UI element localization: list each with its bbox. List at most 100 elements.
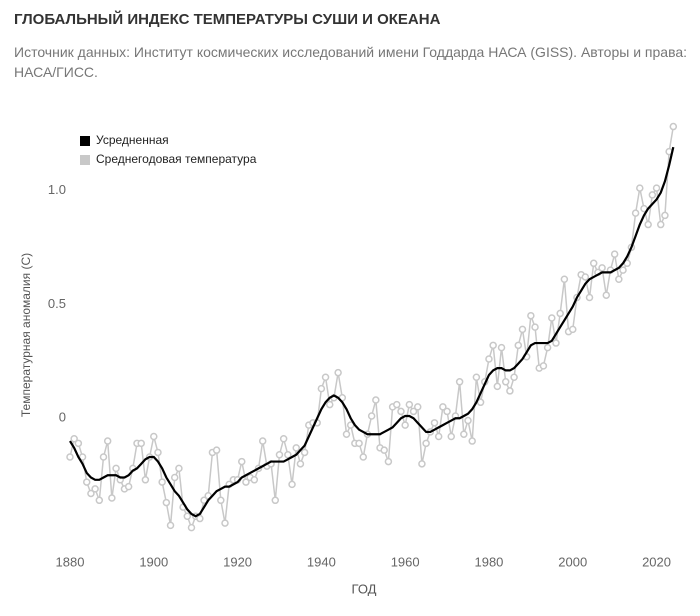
- data-point: [359, 453, 368, 461]
- data-point: [212, 446, 221, 454]
- data-point: [242, 478, 250, 486]
- data-point: [321, 373, 330, 381]
- x-tick-label: 1980: [474, 554, 503, 569]
- data-point: [296, 460, 305, 468]
- data-point: [631, 209, 640, 217]
- data-point: [418, 460, 426, 468]
- data-point: [334, 368, 342, 377]
- data-point: [279, 435, 288, 443]
- data-point: [460, 430, 468, 438]
- data-point: [99, 453, 108, 461]
- data-point: [556, 309, 564, 318]
- chart-subtitle: Источник данных: Институт космических ис…: [14, 44, 688, 80]
- data-point: [217, 496, 225, 505]
- y-tick-label: 0.5: [48, 296, 66, 311]
- data-point: [531, 323, 539, 331]
- data-point: [158, 478, 166, 486]
- data-point: [221, 519, 229, 527]
- data-point: [598, 264, 606, 272]
- data-point: [409, 407, 418, 416]
- chart-title: ГЛОБАЛЬНЫЙ ИНДЕКС ТЕМПЕРАТУРЫ СУШИ И ОКЕ…: [14, 10, 441, 28]
- data-point: [162, 498, 171, 507]
- data-point: [271, 496, 280, 505]
- data-point: [325, 400, 334, 409]
- data-point: [430, 419, 439, 427]
- x-tick-label: 1960: [391, 554, 420, 569]
- data-point: [548, 314, 556, 322]
- data-point: [393, 400, 401, 409]
- data-point: [493, 382, 502, 391]
- data-point: [539, 362, 548, 370]
- legend-swatch: [80, 136, 90, 146]
- data-point: [560, 275, 569, 283]
- data-point: [183, 512, 192, 521]
- data-point: [384, 457, 393, 466]
- data-point: [82, 478, 91, 486]
- data-point: [154, 448, 162, 457]
- data-point: [581, 273, 590, 281]
- data-point: [170, 473, 179, 482]
- data-point: [552, 339, 560, 347]
- legend-label: Среднегодовая температура: [96, 152, 257, 166]
- data-point: [485, 355, 493, 363]
- x-tick-label: 1880: [56, 554, 85, 569]
- data-point: [514, 341, 523, 350]
- data-point: [108, 494, 116, 502]
- data-point: [610, 250, 619, 258]
- data-point: [669, 122, 678, 131]
- series-line: [69, 146, 675, 518]
- data-point: [589, 259, 598, 268]
- data-point: [355, 439, 363, 448]
- data-point: [372, 396, 380, 404]
- data-point: [284, 450, 292, 459]
- data-point: [95, 496, 104, 505]
- data-point: [342, 430, 351, 438]
- data-point: [661, 211, 669, 220]
- x-tick-label: 2000: [558, 554, 587, 569]
- data-point: [137, 439, 145, 448]
- data-point: [258, 437, 267, 445]
- data-point: [380, 446, 388, 454]
- data-point: [288, 480, 296, 489]
- data-point: [397, 407, 405, 416]
- data-point: [300, 448, 309, 457]
- data-point: [501, 378, 510, 386]
- data-point: [527, 311, 535, 320]
- data-point: [464, 416, 472, 425]
- x-axis-title: ГОД: [352, 581, 377, 596]
- data-point: [615, 275, 623, 283]
- data-point: [413, 403, 422, 411]
- x-tick-label: 1900: [139, 554, 168, 569]
- data-point: [405, 400, 414, 409]
- data-point: [87, 489, 95, 498]
- data-point: [619, 266, 627, 274]
- data-point: [434, 432, 443, 441]
- data-point: [70, 435, 78, 443]
- data-point: [112, 464, 120, 473]
- legend-label: Усредненная: [96, 133, 169, 147]
- data-point: [124, 482, 133, 491]
- data-point: [141, 476, 150, 484]
- data-point: [238, 457, 246, 466]
- data-point: [401, 421, 409, 429]
- data-point: [636, 184, 644, 192]
- data-point: [506, 387, 514, 395]
- data-point: [74, 439, 83, 448]
- data-point: [455, 378, 464, 386]
- y-tick-label: 0: [59, 410, 66, 425]
- data-point: [468, 437, 476, 445]
- data-point: [317, 384, 326, 393]
- data-point: [489, 341, 497, 350]
- data-point: [497, 343, 506, 352]
- x-tick-label: 1920: [223, 554, 252, 569]
- data-point: [196, 514, 204, 523]
- data-point: [510, 373, 518, 381]
- data-point: [644, 220, 652, 229]
- data-point: [472, 373, 481, 381]
- data-point: [443, 407, 451, 416]
- data-point: [652, 184, 661, 192]
- legend-swatch: [80, 155, 90, 165]
- y-axis-title: Температурная аномалия (C): [19, 253, 33, 417]
- data-point: [569, 325, 577, 334]
